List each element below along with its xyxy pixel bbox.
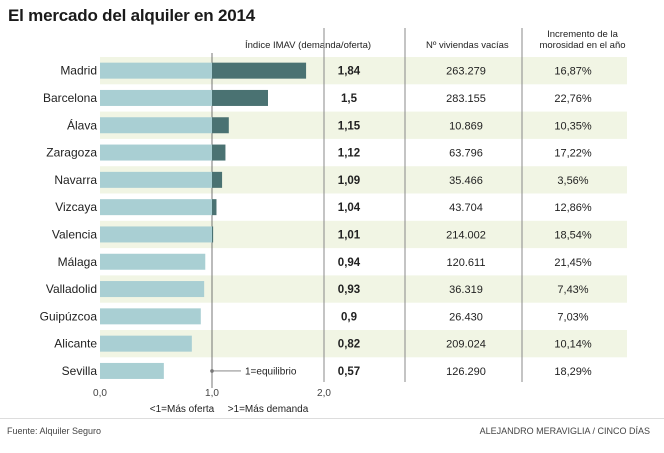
imav-value-label: 1,12 [338,148,360,160]
x-tick-label: 1,0 [205,388,219,399]
viviendas-value: 35.466 [449,175,483,187]
viviendas-value: 126.290 [446,366,486,378]
category-label: Vizcaya [55,200,97,214]
category-label: Navarra [54,173,97,187]
bar-guipúzcoa [100,308,201,325]
bar-málaga [100,253,206,270]
viviendas-column-header: Nº viviendas vacías [426,40,509,51]
imav-value-label: 1,84 [338,66,361,78]
viviendas-value: 26.430 [449,311,483,323]
viviendas-value: 63.796 [449,148,483,160]
category-label: Zaragoza [46,146,97,160]
imav-value-label: 1,04 [338,202,361,214]
morosidad-value: 7,03% [557,311,588,323]
category-label: Barcelona [43,91,97,105]
morosidad-value: 21,45% [554,257,592,269]
category-label: Madrid [60,64,97,78]
bar-excess-vizcaya [212,199,217,216]
morosidad-value: 3,56% [557,175,588,187]
imav-value-label: 0,82 [338,339,360,351]
bar-excess-navarra [212,171,223,188]
morosidad-value: 12,86% [554,202,592,214]
morosidad-header-line1: Incremento de la [547,29,618,40]
bar-valencia [100,226,212,243]
viviendas-value: 10.869 [449,120,483,132]
bar-excess-barcelona [212,89,268,106]
bar-excess-álava [212,117,229,134]
category-label: Guipúzcoa [40,309,98,323]
category-label: Alicante [54,337,97,351]
author-credit: ALEJANDRO MERAVIGLIA / CINCO DÍAS [479,426,650,436]
imav-value-label: 1,09 [338,175,360,187]
footer-divider [0,418,664,419]
morosidad-value: 10,14% [554,339,592,351]
morosidad-value: 10,35% [554,120,592,132]
bar-alicante [100,335,192,352]
morosidad-header-line2: morosidad en el año [539,40,626,51]
viviendas-value: 209.024 [446,339,486,351]
imav-value-label: 0,94 [338,257,361,269]
bar-valladolid [100,281,205,298]
bar-vizcaya [100,199,212,216]
imav-value-label: 0,57 [338,366,360,378]
viviendas-value: 120.611 [447,257,486,269]
bar-excess-madrid [212,62,307,79]
bar-barcelona [100,89,212,106]
bar-álava [100,117,212,134]
category-label: Valencia [52,227,97,241]
viviendas-value: 214.002 [446,229,486,241]
equilibrium-label: 1=equilibrio [245,366,297,377]
morosidad-value: 22,76% [554,93,592,105]
imav-value-label: 1,15 [338,120,361,132]
category-label: Málaga [58,255,98,269]
morosidad-value: 7,43% [557,284,588,296]
morosidad-column-header: Incremento de la morosidad en el año [535,29,630,51]
viviendas-value: 283.155 [446,93,486,105]
morosidad-value: 18,29% [554,366,592,378]
bar-zaragoza [100,144,212,161]
bar-madrid [100,62,212,79]
chart-title: El mercado del alquiler en 2014 [8,6,256,25]
category-label: Sevilla [62,364,98,378]
morosidad-value: 18,54% [554,229,592,241]
morosidad-value: 17,22% [554,148,592,160]
category-label: Valladolid [46,282,97,296]
bar-sevilla [100,362,164,379]
viviendas-value: 43.704 [449,202,483,214]
source-note: Fuente: Alquiler Seguro [7,426,102,436]
x-tick-label: 0,0 [93,388,107,399]
imav-column-header: Índice IMAV (demanda/oferta) [245,40,372,51]
bar-excess-valencia [212,226,214,243]
imav-value-label: 0,93 [338,284,360,296]
axis-note-left: <1=Más oferta [150,404,215,415]
x-tick-label: 2,0 [317,388,331,399]
morosidad-value: 16,87% [554,66,592,78]
bar-excess-zaragoza [212,144,226,161]
imav-value-label: 1,01 [338,229,361,241]
imav-value-label: 0,9 [341,311,357,323]
imav-bar-chart: Madrid 1,84 263.279 16,87% Barcelona 1,5 283.1… [40,28,627,415]
imav-value-label: 1,5 [341,93,358,105]
viviendas-value: 36.319 [449,284,483,296]
axis-note-right: >1=Más demanda [228,404,309,415]
category-label: Álava [67,117,97,132]
bar-navarra [100,171,212,188]
viviendas-value: 263.279 [446,66,486,78]
